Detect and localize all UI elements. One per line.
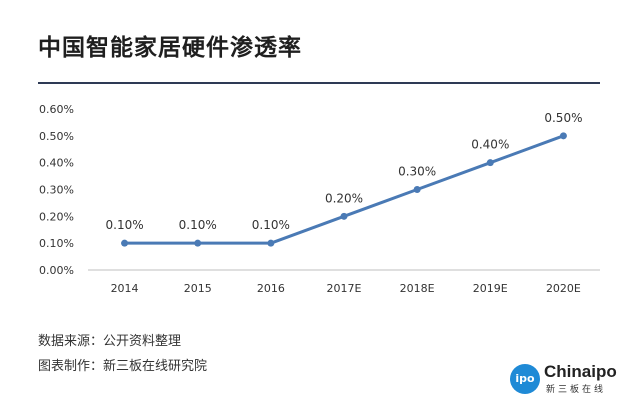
- data-point: [413, 186, 421, 193]
- chart-maker-note: 图表制作：新三板在线研究院: [38, 359, 208, 374]
- y-tick-label: 0.40%: [39, 157, 74, 170]
- x-tick-label: 2018E: [400, 282, 435, 295]
- data-label: 0.50%: [544, 111, 582, 125]
- x-tick-label: 2020E: [546, 282, 581, 295]
- data-label: 0.40%: [471, 138, 509, 152]
- chart-title: 中国智能家居硬件渗透率: [38, 35, 302, 61]
- title-divider: [38, 82, 600, 84]
- data-label: 0.20%: [325, 191, 363, 205]
- logo-badge-icon: ipo: [510, 364, 540, 394]
- data-source-note: 数据来源：公开资料整理: [38, 334, 182, 349]
- data-label: 0.10%: [179, 218, 217, 232]
- x-tick-label: 2015: [184, 282, 212, 295]
- data-point: [340, 212, 348, 220]
- data-point: [486, 159, 494, 167]
- x-tick-label: 2014: [111, 282, 139, 295]
- data-label: 0.10%: [252, 218, 290, 232]
- data-label: 0.30%: [398, 165, 436, 179]
- y-tick-label: 0.60%: [39, 103, 74, 116]
- data-point: [194, 239, 202, 247]
- y-tick-label: 0.20%: [39, 210, 74, 223]
- chinaipo-logo: ipo Chinaipo 新三板在线: [510, 358, 620, 398]
- y-tick-label: 0.10%: [39, 237, 74, 250]
- y-tick-label: 0.30%: [39, 184, 74, 197]
- data-point: [267, 239, 275, 247]
- data-point: [559, 132, 567, 140]
- data-point: [121, 239, 129, 247]
- x-tick-label: 2016: [257, 282, 285, 295]
- logo-subtitle: 新三板在线: [546, 385, 607, 395]
- x-tick-label: 2017E: [327, 282, 362, 295]
- logo-name: Chinaipo: [544, 362, 617, 381]
- x-tick-label: 2019E: [473, 282, 508, 295]
- data-label: 0.10%: [106, 218, 144, 232]
- y-tick-label: 0.50%: [39, 130, 74, 143]
- y-tick-label: 0.00%: [39, 264, 74, 277]
